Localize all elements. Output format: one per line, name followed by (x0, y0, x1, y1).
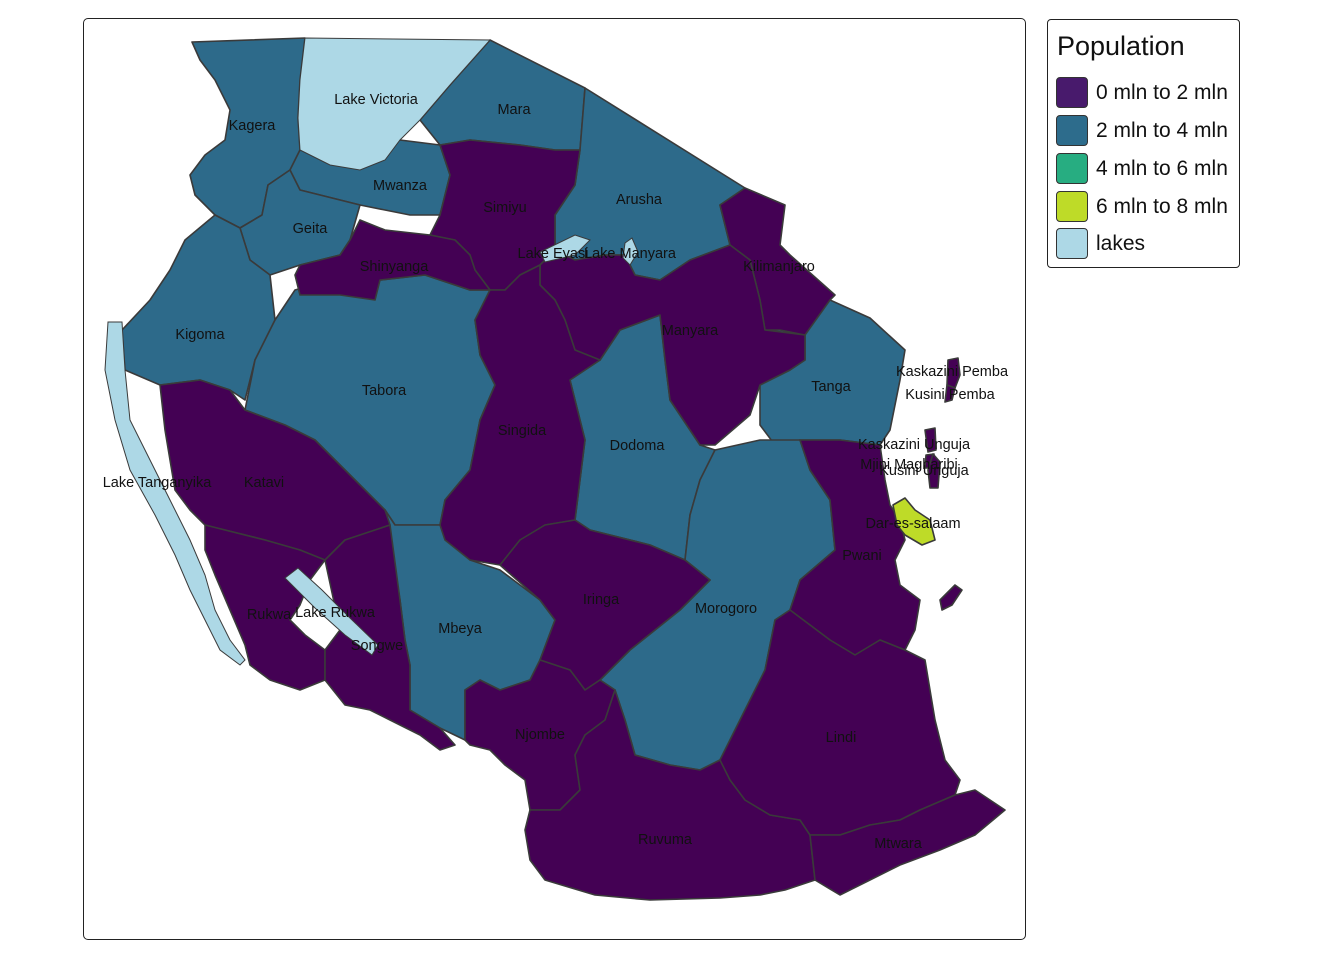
label-tanga: Tanga (811, 379, 851, 395)
legend-item-lakes: lakes (1056, 227, 1145, 260)
label-geita: Geita (293, 221, 329, 237)
legend: Population 0 mln to 2 mln 2 mln to 4 mln… (1047, 19, 1240, 268)
legend-swatch (1056, 191, 1088, 222)
label-lake-eyasi: Lake Eyasi (518, 246, 589, 262)
label-mtwara: Mtwara (874, 836, 922, 852)
label-lake-victoria: Lake Victoria (334, 92, 418, 108)
label-dar-es-salaam: Dar-es-salaam (865, 516, 960, 532)
label-rukwa: Rukwa (247, 607, 292, 623)
label-mara: Mara (497, 102, 531, 118)
legend-item-2-4: 2 mln to 4 mln (1056, 114, 1228, 147)
legend-item-6-8: 6 mln to 8 mln (1056, 190, 1228, 223)
region-pwani[interactable] (789, 439, 921, 656)
region-kaskazini-pemba[interactable] (946, 357, 961, 389)
label-singida: Singida (498, 423, 547, 439)
lake-manyara[interactable] (622, 237, 639, 266)
lake-eyasi[interactable] (539, 234, 591, 263)
legend-label: 4 mln to 6 mln (1096, 156, 1228, 180)
label-mwanza: Mwanza (373, 178, 428, 194)
label-lake-rukwa: Lake Rukwa (295, 605, 376, 621)
label-simiyu: Simiyu (483, 200, 527, 216)
label-manyara: Manyara (662, 323, 719, 339)
label-arusha: Arusha (616, 192, 663, 208)
label-iringa: Iringa (583, 592, 620, 608)
label-pwani: Pwani (842, 548, 882, 564)
label-dodoma: Dodoma (610, 438, 666, 454)
region-kaskazini-unguja[interactable] (924, 427, 937, 453)
label-kusini-unguja: Kusini Unguja (879, 463, 969, 479)
legend-item-0-2: 0 mln to 2 mln (1056, 76, 1228, 109)
label-kagera: Kagera (229, 118, 277, 134)
legend-swatch (1056, 77, 1088, 108)
legend-label: 6 mln to 8 mln (1096, 194, 1228, 218)
label-shinyanga: Shinyanga (360, 259, 429, 275)
label-kigoma: Kigoma (175, 327, 225, 343)
region-kusini-pemba[interactable] (944, 384, 956, 403)
region-mtwara[interactable] (809, 789, 1006, 896)
label-lake-tanganyika: Lake Tanganyika (103, 475, 213, 491)
legend-label: 0 mln to 2 mln (1096, 80, 1228, 104)
map-panel (83, 18, 1026, 940)
mafia-island (939, 584, 963, 611)
lake-victoria[interactable] (297, 37, 492, 171)
legend-swatch (1056, 153, 1088, 184)
label-kilimanjaro: Kilimanjaro (743, 259, 815, 275)
region-shinyanga[interactable] (294, 219, 491, 301)
label-mjini-magharibi: Mjini Magharibi (860, 457, 958, 473)
label-mbeya: Mbeya (438, 621, 482, 637)
region-iringa[interactable] (499, 519, 711, 691)
label-lake-manyara: Lake Manyara (584, 246, 677, 262)
legend-label: 2 mln to 4 mln (1096, 118, 1228, 142)
legend-swatch (1056, 115, 1088, 146)
legend-item-4-6: 4 mln to 6 mln (1056, 152, 1228, 185)
label-katavi: Katavi (244, 475, 284, 491)
label-kaskazini-unguja: Kaskazini Unguja (858, 437, 971, 453)
label-njombe: Njombe (515, 727, 565, 743)
lake-tanganyika[interactable] (104, 321, 246, 666)
label-kaskazini-pemba: Kaskazini Pemba (896, 364, 1009, 380)
label-kusini-pemba: Kusini Pemba (905, 387, 995, 403)
legend-swatch (1056, 228, 1088, 259)
label-songwe: Songwe (351, 638, 403, 654)
lake-rukwa[interactable] (284, 567, 379, 656)
region-dar-es-salaam[interactable] (892, 497, 936, 546)
region-kusini-unguja[interactable] (927, 453, 941, 489)
region-lindi[interactable] (719, 609, 961, 836)
label-ruvuma: Ruvuma (638, 832, 693, 848)
legend-title: Population (1057, 31, 1185, 61)
label-morogoro: Morogoro (695, 601, 757, 617)
region-songwe[interactable] (324, 524, 456, 751)
legend-label: lakes (1096, 231, 1146, 255)
label-lindi: Lindi (826, 730, 857, 746)
label-tabora: Tabora (362, 383, 407, 399)
